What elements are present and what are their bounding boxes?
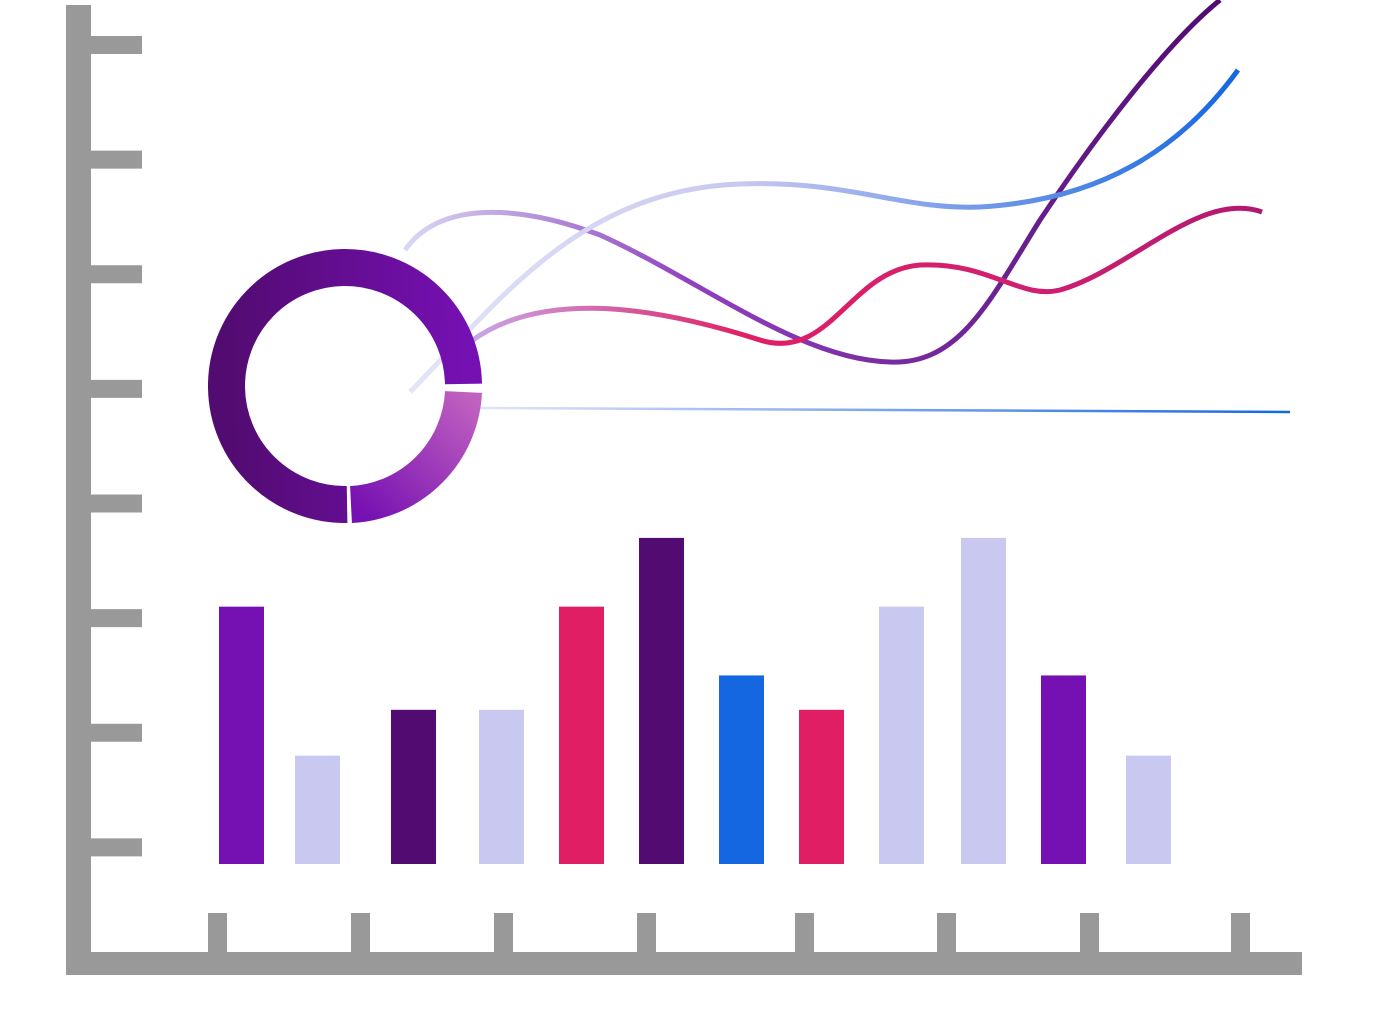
donut-segment xyxy=(208,249,482,523)
x-tick xyxy=(637,913,656,953)
bar xyxy=(639,537,684,864)
y-tick xyxy=(90,150,142,169)
bar xyxy=(295,755,340,864)
donut-segment xyxy=(349,390,482,523)
bar xyxy=(1126,755,1171,864)
decoration xyxy=(66,0,1302,975)
bar xyxy=(879,606,924,864)
trend-line xyxy=(402,0,1222,365)
trend-line xyxy=(408,68,1241,394)
x-tick xyxy=(1080,913,1099,953)
bar xyxy=(799,709,844,864)
y-tick xyxy=(90,36,142,54)
y-tick xyxy=(90,379,142,398)
bar xyxy=(719,675,764,864)
y-tick xyxy=(90,838,142,857)
y-tick xyxy=(90,723,142,742)
x-axis xyxy=(66,952,1302,975)
x-tick xyxy=(351,913,370,953)
bar xyxy=(559,606,604,864)
y-tick xyxy=(90,609,142,628)
x-tick xyxy=(494,913,513,953)
bar xyxy=(391,709,436,864)
x-tick xyxy=(795,913,814,953)
trend-line xyxy=(479,406,1291,414)
x-tick xyxy=(1231,913,1250,953)
x-tick xyxy=(937,913,956,953)
x-tick xyxy=(208,913,227,953)
trend-line xyxy=(468,205,1263,346)
bar xyxy=(219,606,264,864)
bar xyxy=(961,537,1006,864)
bar xyxy=(1041,675,1086,864)
y-axis xyxy=(66,5,91,975)
y-tick xyxy=(90,265,142,284)
bar xyxy=(479,709,524,864)
y-tick xyxy=(90,494,142,513)
